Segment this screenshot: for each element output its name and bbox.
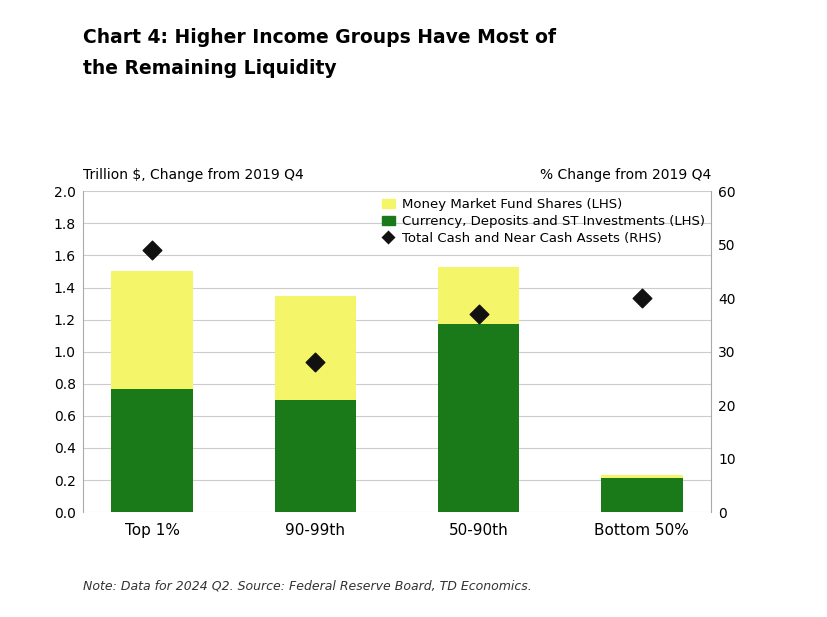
Bar — [601, 478, 682, 512]
Bar — [112, 271, 193, 389]
Bar — [112, 389, 193, 512]
Point — [146, 245, 159, 255]
Bar — [275, 296, 356, 400]
Bar — [275, 400, 356, 512]
Legend: Money Market Fund Shares (LHS), Currency, Deposits and ST Investments (LHS), Tot: Money Market Fund Shares (LHS), Currency… — [382, 198, 705, 245]
Bar — [601, 475, 682, 478]
Bar — [437, 325, 519, 512]
Bar — [437, 267, 519, 325]
Text: Trillion $, Change from 2019 Q4: Trillion $, Change from 2019 Q4 — [83, 168, 304, 181]
Text: Note: Data for 2024 Q2. Source: Federal Reserve Board, TD Economics.: Note: Data for 2024 Q2. Source: Federal … — [83, 579, 532, 592]
Text: % Change from 2019 Q4: % Change from 2019 Q4 — [540, 168, 711, 181]
Point — [635, 293, 648, 303]
Text: the Remaining Liquidity: the Remaining Liquidity — [83, 59, 337, 78]
Point — [472, 309, 485, 319]
Point — [308, 357, 322, 367]
Text: Chart 4: Higher Income Groups Have Most of: Chart 4: Higher Income Groups Have Most … — [83, 28, 556, 47]
